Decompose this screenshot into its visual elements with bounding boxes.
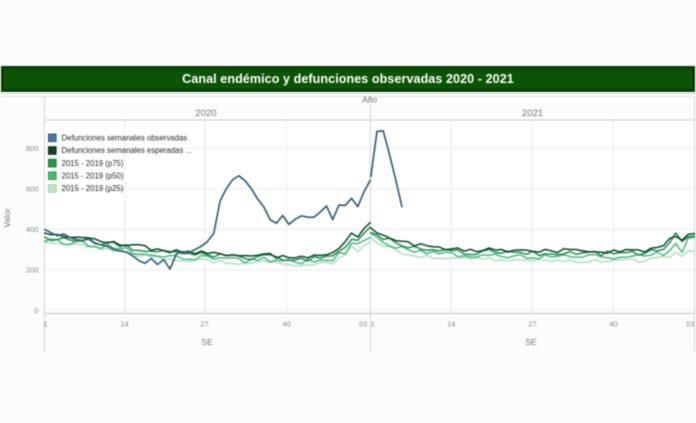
svg-text:2015 - 2019 (p75): 2015 - 2019 (p75) (62, 159, 124, 168)
svg-text:1: 1 (371, 320, 375, 329)
svg-text:800: 800 (26, 144, 39, 153)
svg-text:2021: 2021 (522, 108, 543, 119)
svg-text:40: 40 (282, 320, 290, 329)
svg-text:53: 53 (686, 320, 694, 329)
svg-text:14: 14 (447, 320, 455, 329)
svg-text:27: 27 (200, 320, 208, 329)
svg-text:Valor: Valor (2, 208, 12, 227)
svg-text:200: 200 (26, 265, 39, 274)
svg-text:SE: SE (525, 337, 537, 347)
svg-text:2015 - 2019 (p25): 2015 - 2019 (p25) (62, 184, 124, 193)
svg-text:SE: SE (201, 337, 213, 347)
svg-text:1: 1 (43, 320, 47, 329)
svg-text:2020: 2020 (195, 108, 216, 119)
svg-text:27: 27 (528, 320, 536, 329)
svg-text:14: 14 (120, 320, 128, 329)
svg-text:Defunciones semanales esperada: Defunciones semanales esperadas ... (62, 146, 192, 155)
svg-text:Año: Año (362, 95, 377, 105)
svg-text:600: 600 (26, 184, 39, 193)
svg-text:53: 53 (359, 320, 367, 329)
svg-text:40: 40 (609, 320, 617, 329)
svg-text:2015 - 2019 (p50): 2015 - 2019 (p50) (62, 172, 124, 181)
svg-text:0: 0 (34, 306, 38, 315)
svg-text:Defunciones semanales observad: Defunciones semanales observadas (62, 134, 188, 143)
svg-text:400: 400 (26, 225, 39, 234)
